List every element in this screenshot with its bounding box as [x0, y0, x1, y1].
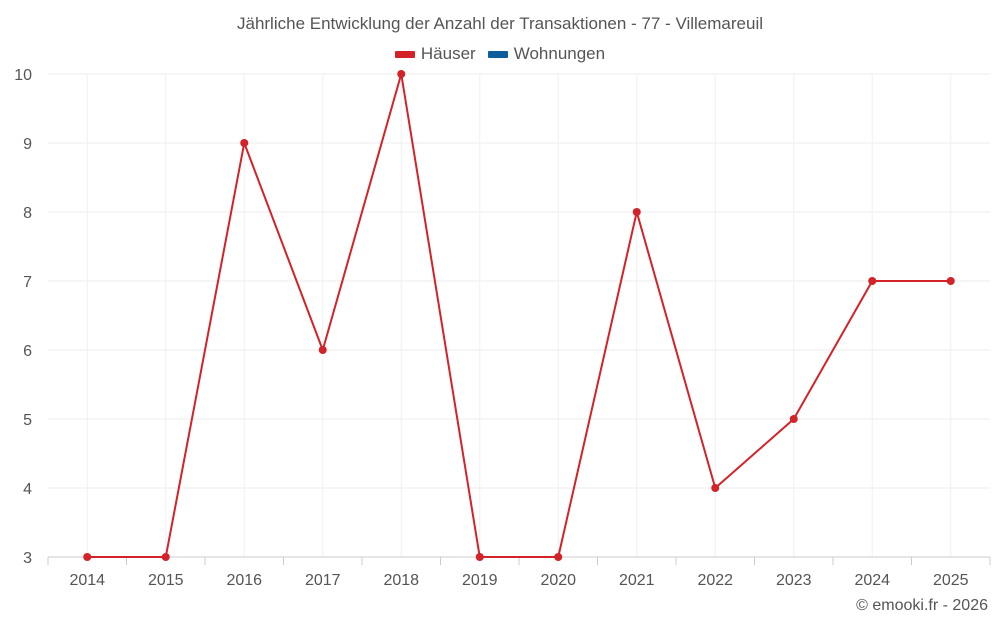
y-tick-label: 9 [23, 136, 32, 153]
x-tick-label: 2017 [305, 572, 341, 589]
chart-title: Jährliche Entwicklung der Anzahl der Tra… [236, 14, 763, 33]
data-point [868, 277, 877, 285]
y-tick-label: 7 [23, 274, 32, 291]
data-point [554, 553, 563, 561]
x-tick-label: 2022 [697, 572, 733, 589]
data-point [83, 553, 92, 561]
data-point [711, 484, 720, 492]
y-tick-label: 6 [23, 343, 32, 360]
data-point [789, 415, 798, 423]
x-tick-label: 2016 [226, 572, 262, 589]
y-tick-label: 4 [23, 481, 32, 498]
x-tick-label: 2015 [148, 572, 184, 589]
x-tick-label: 2024 [854, 572, 890, 589]
x-tick-label: 2020 [540, 572, 576, 589]
data-point [397, 70, 406, 78]
y-tick-label: 10 [14, 67, 32, 84]
x-tick-label: 2025 [933, 572, 969, 589]
legend-item-haeuser[interactable]: Häuser [394, 44, 476, 64]
x-tick-label: 2023 [776, 572, 812, 589]
y-tick-label: 5 [23, 412, 32, 429]
legend-swatch-wohnungen [487, 50, 508, 58]
legend-swatch-haeuser [394, 50, 415, 58]
legend-label-wohnungen: Wohnungen [513, 44, 606, 63]
data-point [946, 277, 955, 285]
legend-item-wohnungen[interactable]: Wohnungen [487, 44, 606, 64]
data-point [161, 553, 170, 561]
footer-credit: © emooki.fr - 2026 [856, 597, 988, 614]
series-line [87, 73, 951, 558]
data-point [318, 346, 327, 354]
data-point [240, 139, 249, 147]
legend: Häuser Wohnungen [0, 44, 1000, 64]
data-point [632, 208, 641, 216]
data-point [475, 553, 484, 561]
x-tick-label: 2018 [383, 572, 419, 589]
legend-label-haeuser: Häuser [420, 44, 476, 63]
y-tick-label: 8 [23, 205, 32, 222]
x-tick-label: 2019 [462, 572, 498, 589]
y-tick-label: 3 [23, 550, 32, 567]
x-tick-label: 2021 [619, 572, 655, 589]
x-tick-label: 2014 [69, 572, 105, 589]
